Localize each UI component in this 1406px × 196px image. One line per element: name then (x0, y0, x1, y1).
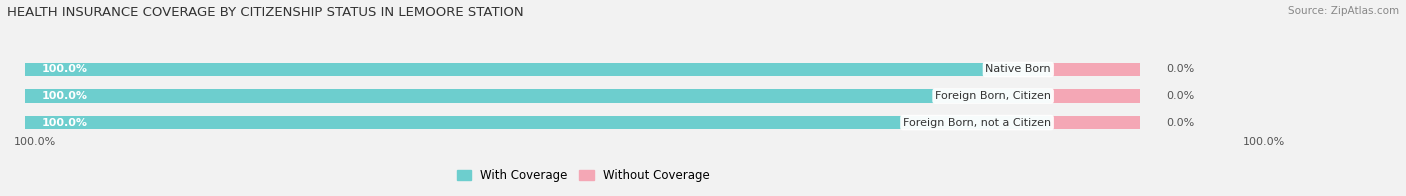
Bar (25, 116, 1052, 130)
Text: 100.0%: 100.0% (14, 137, 56, 147)
Bar (25, 63, 1140, 76)
Text: 100.0%: 100.0% (1243, 137, 1285, 147)
Bar (25, 89, 1140, 103)
Text: Foreign Born, not a Citizen: Foreign Born, not a Citizen (903, 118, 1052, 128)
Text: Native Born: Native Born (986, 64, 1052, 74)
Text: 0.0%: 0.0% (1166, 91, 1194, 101)
Bar (25, 116, 1140, 130)
Bar (1052, 116, 1140, 130)
Bar (1052, 63, 1140, 76)
Bar (1052, 89, 1140, 103)
Text: Source: ZipAtlas.com: Source: ZipAtlas.com (1288, 6, 1399, 16)
Legend: With Coverage, Without Coverage: With Coverage, Without Coverage (457, 169, 710, 182)
Text: HEALTH INSURANCE COVERAGE BY CITIZENSHIP STATUS IN LEMOORE STATION: HEALTH INSURANCE COVERAGE BY CITIZENSHIP… (7, 6, 523, 19)
Text: 100.0%: 100.0% (42, 64, 89, 74)
Text: 100.0%: 100.0% (42, 91, 89, 101)
Text: 0.0%: 0.0% (1166, 118, 1194, 128)
Bar (25, 89, 1052, 103)
Text: 0.0%: 0.0% (1166, 64, 1194, 74)
Text: 100.0%: 100.0% (42, 118, 89, 128)
Text: Foreign Born, Citizen: Foreign Born, Citizen (935, 91, 1052, 101)
Bar (25, 63, 1052, 76)
